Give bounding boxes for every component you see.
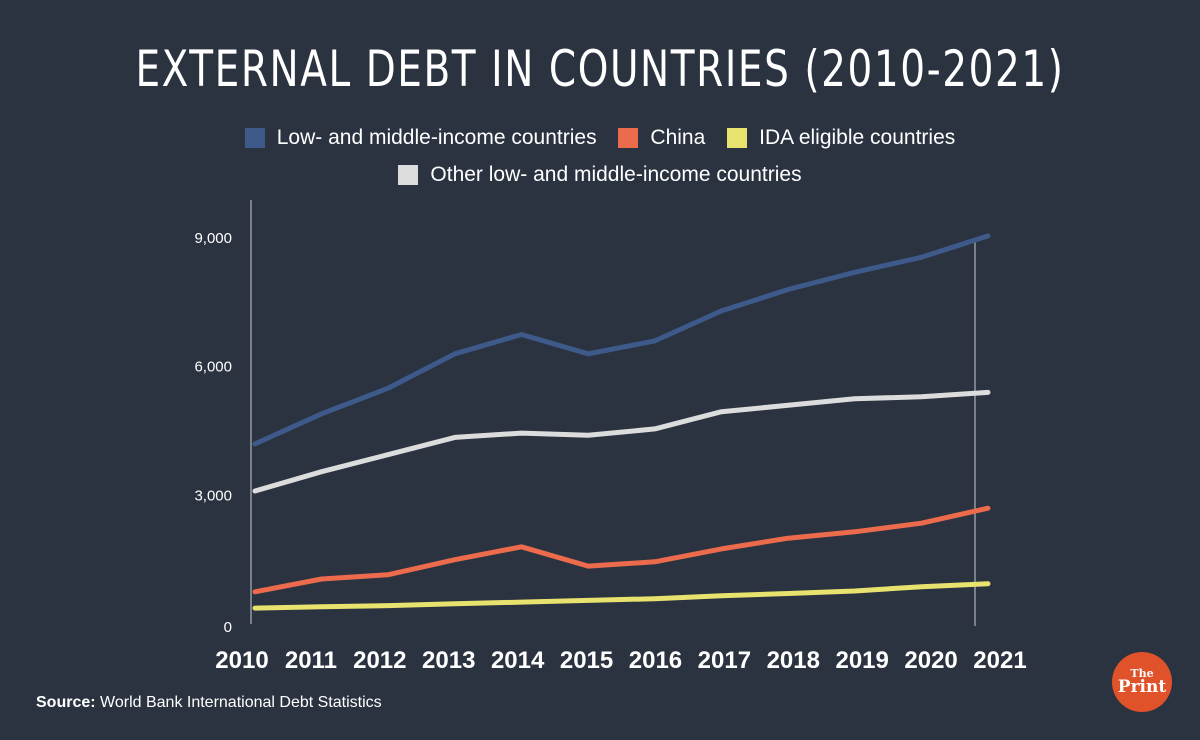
series-line-2 [252,581,991,611]
x-tick-label: 2010 [215,647,268,674]
legend-item-ida-eligible: IDA eligible countries [727,126,955,150]
y-tick-label: 0 [224,619,232,636]
legend-label-china: China [650,126,706,149]
x-tick-label: 2017 [698,647,751,674]
source-label: Source: [36,694,96,711]
legend-row-2: Other low- and middle-income countries [0,163,1200,191]
legend-row-1: Low- and middle-income countries China I… [0,126,1200,154]
legend-label-ida-eligible: IDA eligible countries [759,126,956,149]
theprint-logo: The Print [1112,652,1172,712]
x-tick-label: 2021 [973,647,1026,674]
x-tick-label: 2016 [629,647,682,674]
legend-swatch-ida-eligible [727,128,748,148]
series-line-0 [252,233,991,447]
x-tick-label: 2013 [422,647,475,674]
legend-item-low-middle-income: Low- and middle-income countries [244,126,597,150]
y-tick-label: 6,000 [194,359,232,376]
chart-title: EXTERNAL DEBT IN COUNTRIES (2010-2021) [135,40,1065,98]
legend-item-other-low-middle-income: Other low- and middle-income countries [398,163,802,187]
x-tick-label: 2011 [285,647,337,674]
series-line-3 [252,389,991,494]
legend-swatch-china [618,128,639,148]
series-line-1 [252,505,991,595]
y-tick-label: 3,000 [194,487,232,504]
source-note: Source: World Bank International Debt St… [36,694,382,712]
x-tick-label: 2015 [560,647,613,674]
logo-print: Print [1117,677,1167,697]
x-tick-label: 2019 [835,647,888,674]
legend-label-low-middle-income: Low- and middle-income countries [276,126,597,149]
source-text: World Bank International Debt Statistics [100,694,382,711]
x-tick-label: 2012 [353,647,406,674]
legend-label-other-low-middle-income: Other low- and middle-income countries [430,163,802,186]
legend-swatch-other-low-middle-income [398,165,419,185]
y-tick-label: 9,000 [194,230,232,247]
x-tick-label: 2014 [491,647,545,674]
legend-swatch-low-middle-income [244,128,265,148]
legend-item-china: China [618,126,705,150]
x-tick-label: 2020 [904,647,957,674]
x-tick-label: 2018 [767,647,820,674]
logo-the: The [1130,667,1154,680]
